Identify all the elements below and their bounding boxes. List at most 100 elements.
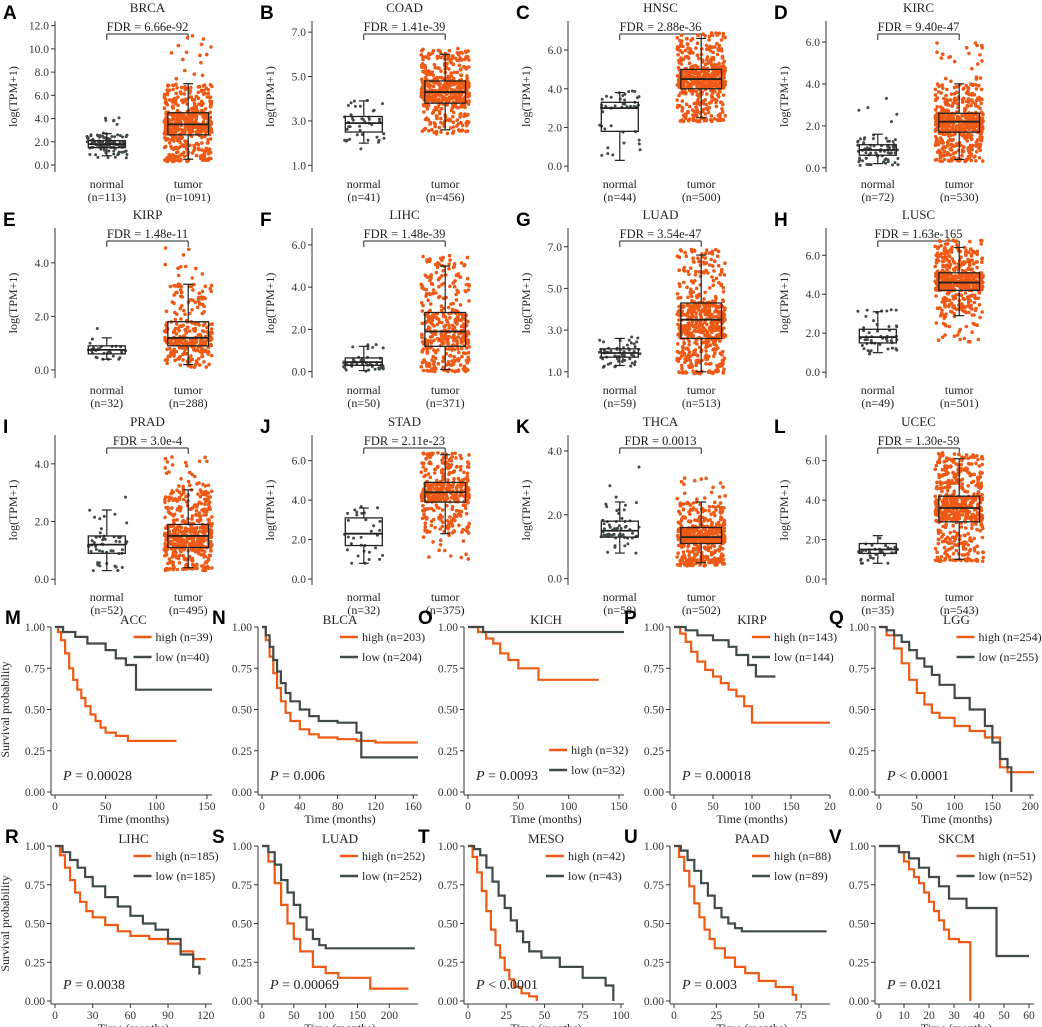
tumor-point bbox=[715, 324, 719, 328]
tumor-point bbox=[703, 320, 707, 325]
tumor-point bbox=[428, 335, 433, 339]
normal-point bbox=[360, 133, 364, 136]
tumor-point bbox=[210, 515, 214, 519]
tumor-point bbox=[689, 287, 693, 292]
normal-point bbox=[606, 146, 610, 150]
tumor-point bbox=[703, 71, 707, 76]
tumor-point bbox=[433, 66, 438, 70]
tumor-point bbox=[184, 464, 189, 468]
panel-title: PRAD bbox=[130, 414, 165, 429]
tumor-point bbox=[683, 116, 688, 121]
y-tick-label: 4.0 bbox=[35, 114, 50, 126]
x-category-n: (n=1091) bbox=[166, 190, 211, 204]
tumor-point bbox=[940, 268, 945, 273]
tumor-point bbox=[456, 99, 461, 103]
tumor-point bbox=[707, 370, 712, 375]
tumor-point bbox=[420, 348, 425, 353]
normal-point bbox=[865, 308, 869, 312]
tumor-point bbox=[167, 498, 171, 503]
tumor-point bbox=[940, 113, 945, 118]
tumor-point bbox=[168, 346, 172, 351]
tumor-point bbox=[196, 90, 201, 95]
y-axis-label: log(TPM+1) bbox=[6, 480, 20, 541]
tumor-point bbox=[178, 127, 182, 132]
tumor-point bbox=[206, 483, 211, 488]
normal-point bbox=[124, 135, 128, 139]
y-tick-label: 2.0 bbox=[35, 517, 50, 529]
tumor-point bbox=[209, 289, 213, 294]
tumor-point bbox=[710, 56, 714, 60]
tumor-point bbox=[971, 283, 975, 288]
tumor-point bbox=[433, 93, 438, 98]
tumor-point bbox=[170, 98, 174, 102]
tumor-point bbox=[696, 33, 700, 38]
tumor-point bbox=[207, 500, 212, 505]
tumor-point bbox=[432, 338, 436, 343]
tumor-point bbox=[172, 352, 176, 356]
tumor-point bbox=[427, 291, 432, 296]
tumor-point bbox=[677, 370, 682, 375]
tumor-point bbox=[702, 75, 707, 79]
tumor-point bbox=[697, 118, 702, 123]
tumor-point bbox=[181, 484, 185, 489]
normal-point bbox=[621, 94, 625, 98]
tumor-point bbox=[977, 142, 982, 147]
tumor-point bbox=[456, 46, 460, 51]
tumor-point bbox=[432, 62, 437, 67]
tumor-point bbox=[958, 284, 962, 288]
tumor-point bbox=[705, 357, 710, 362]
tumor-point bbox=[452, 88, 456, 92]
normal-point bbox=[864, 151, 868, 155]
normal-point bbox=[876, 329, 880, 333]
tumor-point bbox=[458, 363, 463, 367]
tumor-point bbox=[979, 271, 984, 275]
tumor-point bbox=[457, 357, 462, 361]
y-tick-label: 0.0 bbox=[292, 574, 307, 586]
tumor-point bbox=[687, 343, 691, 347]
normal-point bbox=[601, 110, 605, 114]
normal-point bbox=[606, 152, 610, 156]
tumor-point bbox=[704, 362, 708, 366]
tumor-point bbox=[713, 259, 717, 264]
y-tick-label: 6.0 bbox=[806, 250, 821, 262]
tumor-point bbox=[713, 45, 717, 49]
tumor-point bbox=[447, 95, 452, 99]
tumor-point bbox=[459, 337, 463, 341]
tumor-point bbox=[163, 456, 168, 461]
tumor-point bbox=[201, 339, 206, 343]
normal-point bbox=[889, 151, 893, 155]
tumor-point bbox=[206, 350, 211, 354]
tumor-point bbox=[433, 124, 437, 129]
tumor-point bbox=[947, 159, 951, 163]
tumor-point bbox=[178, 509, 182, 513]
tumor-point bbox=[458, 56, 463, 60]
y-tick-label: 3.0 bbox=[548, 325, 563, 337]
tumor-point bbox=[711, 278, 716, 283]
tumor-point bbox=[716, 48, 721, 52]
tumor-point bbox=[716, 346, 720, 350]
y-tick-label: 0.0 bbox=[292, 367, 307, 379]
tumor-point bbox=[675, 74, 680, 78]
y-tick-label: 2.0 bbox=[35, 311, 50, 323]
tumor-point bbox=[177, 154, 181, 159]
tumor-point bbox=[684, 370, 688, 375]
tumor-point bbox=[194, 512, 198, 517]
normal-point bbox=[858, 137, 862, 141]
tumor-point bbox=[721, 93, 726, 97]
y-axis-label: log(TPM+1) bbox=[519, 273, 533, 334]
tumor-point bbox=[684, 102, 689, 107]
tumor-point bbox=[710, 81, 715, 86]
tumor-point bbox=[711, 328, 716, 333]
tumor-point bbox=[173, 310, 177, 315]
normal-point bbox=[343, 138, 347, 142]
normal-point bbox=[382, 136, 386, 140]
x-category-n: (n=530) bbox=[940, 190, 979, 204]
tumor-point bbox=[467, 299, 471, 303]
tumor-point bbox=[197, 529, 202, 534]
tumor-point bbox=[203, 502, 207, 507]
tumor-point bbox=[679, 295, 683, 300]
tumor-point bbox=[430, 369, 434, 373]
tumor-point bbox=[466, 355, 471, 360]
normal-point bbox=[381, 367, 385, 371]
tumor-point bbox=[958, 327, 962, 332]
